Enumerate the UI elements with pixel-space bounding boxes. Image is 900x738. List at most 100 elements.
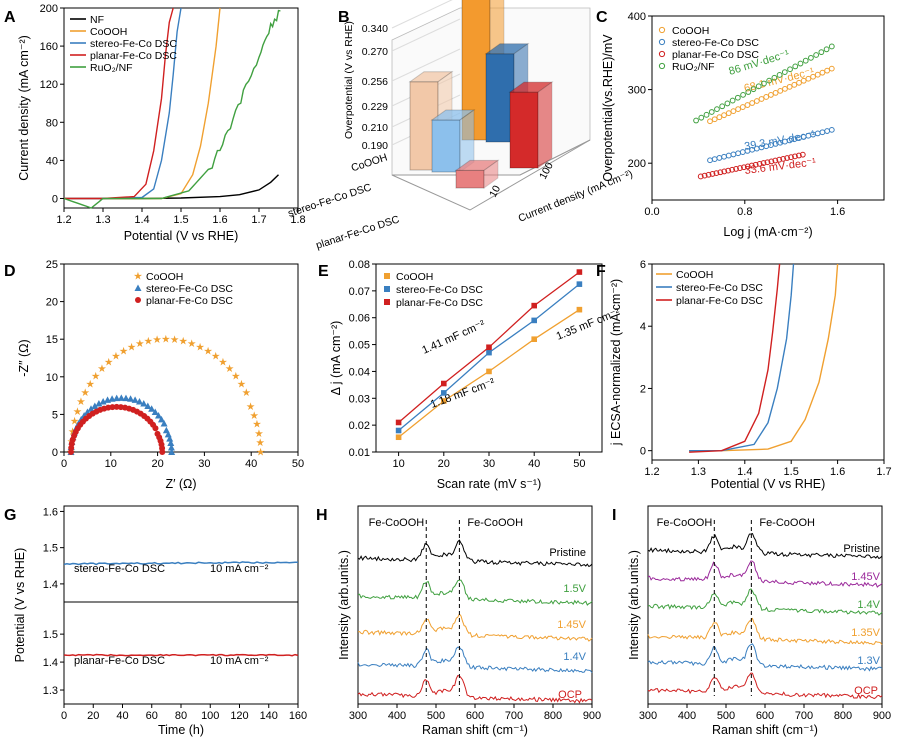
data-point [166,435,174,442]
data-point [725,152,732,159]
z-tick-label: 0.256 [362,76,388,88]
z-axis-title: Overpotential (V vs RHE) [343,21,355,139]
data-point [808,54,814,61]
peak-label-1: Fe-CoOOH [369,517,425,529]
legend-entry: RuO₂/NF [672,61,715,73]
current-label-top: 10 mA cm⁻² [210,563,269,575]
x-tick-label: 400 [388,710,406,722]
x-tick-label: 40 [528,458,540,470]
x-tick-label: 0 [61,710,67,722]
category-label: CoOOH [350,151,389,174]
data-point [792,63,799,70]
data-point [157,415,165,423]
data-point [167,444,175,451]
x-tick-label: 1.4 [134,214,149,226]
x-axis-title: Log j (mA·cm⁻²) [723,225,812,239]
grid-line [391,48,461,82]
data-point [168,448,176,455]
x-tick-label: 1.7 [251,214,266,226]
data-point [758,96,765,102]
data-point [576,281,583,287]
data-point [721,112,727,119]
panel-label-g: G [4,507,16,524]
data-point [797,60,804,67]
y-axis-title: j ECSA-normalized (mA cm⁻²) [609,279,623,446]
peak-label-2: Fe-CoOOH [467,517,523,529]
x-tick-label: 1.5 [784,466,799,478]
data-point: ★ [152,334,162,346]
panel-label-d: D [4,263,16,280]
x-axis-title: Potential (V vs RHE) [124,229,239,243]
legend-entry: CoOOH [672,25,709,37]
data-point [148,405,156,412]
data-point [716,114,723,121]
legend-entry: planar-Fe-Co DSC [146,295,233,307]
data-point [735,150,742,157]
legend-entry: stereo-Fe-Co DSC [146,283,233,295]
data-point [717,169,724,176]
bar-2-100-top [508,81,554,93]
data-point [768,92,774,98]
data-point: ★ [119,346,129,358]
data-point [760,160,767,166]
series-line-2 [689,263,781,453]
data-point [395,434,402,441]
data-point: ★ [218,356,228,368]
spectrum-5 [647,672,883,700]
legend-swatch [658,50,666,58]
data-point: ★ [104,356,114,368]
x-axis-title: Potential (V vs RHE) [711,477,826,491]
y-tick-label: 40 [46,155,58,167]
data-point [819,129,826,136]
data-point [708,109,715,115]
y-tick-label: 0.07 [349,286,370,298]
data-point [752,161,759,168]
y-tick-label: 2 [640,383,646,395]
y-tick-label: 1.6 [43,506,58,518]
y-axis-title: Potential (V vs RHE) [13,548,27,663]
data-point [707,157,713,164]
data-point [824,128,831,134]
data-point [814,71,821,78]
data-point [134,284,142,291]
y-axis-title: Intensity (arb.units.) [337,550,351,660]
data-point [698,114,705,121]
x-tick-label: 30 [198,458,210,470]
data-point [486,344,492,351]
data-point [796,79,802,86]
bar-1-100-top [484,43,530,55]
spectrum-0 [357,539,593,568]
legend-swatch [658,26,666,34]
data-point [805,75,812,82]
data-point [707,118,713,125]
x-tick-label: 1.3 [95,214,110,226]
x-tick-label: 1.2 [644,466,659,478]
x-tick-label: 0.0 [644,206,659,218]
y-tick-label: 10 [46,372,58,384]
data-point [725,110,732,117]
spectrum-label: OCP [558,689,582,701]
panel-label-a: A [4,9,16,26]
grid-line [391,18,461,52]
data-point [768,158,775,165]
bar-2-10-side [483,159,499,189]
panel-i: I 300 400 500 600 700 800 900 Raman shift (cm⁻¹)… [612,505,891,737]
data-point [127,395,135,402]
legend-entry: stereo-Fe-Co DSC [90,38,177,50]
x-tick-label: 800 [544,710,562,722]
data-point [771,74,778,81]
spectrum-1 [357,579,593,606]
data-point [828,43,835,50]
data-point [737,165,743,171]
x-tick-label: 40 [245,458,257,470]
x-tick-label: 0 [61,458,67,470]
y-tick-label: 1.5 [43,629,58,641]
x-tick-label: 1.6 [212,214,227,226]
legend-entry: CoOOH [676,269,713,281]
peak-label-1: Fe-CoOOH [657,517,713,529]
data-point [777,87,784,94]
series-line-0 [64,174,279,200]
data-point [701,172,708,179]
